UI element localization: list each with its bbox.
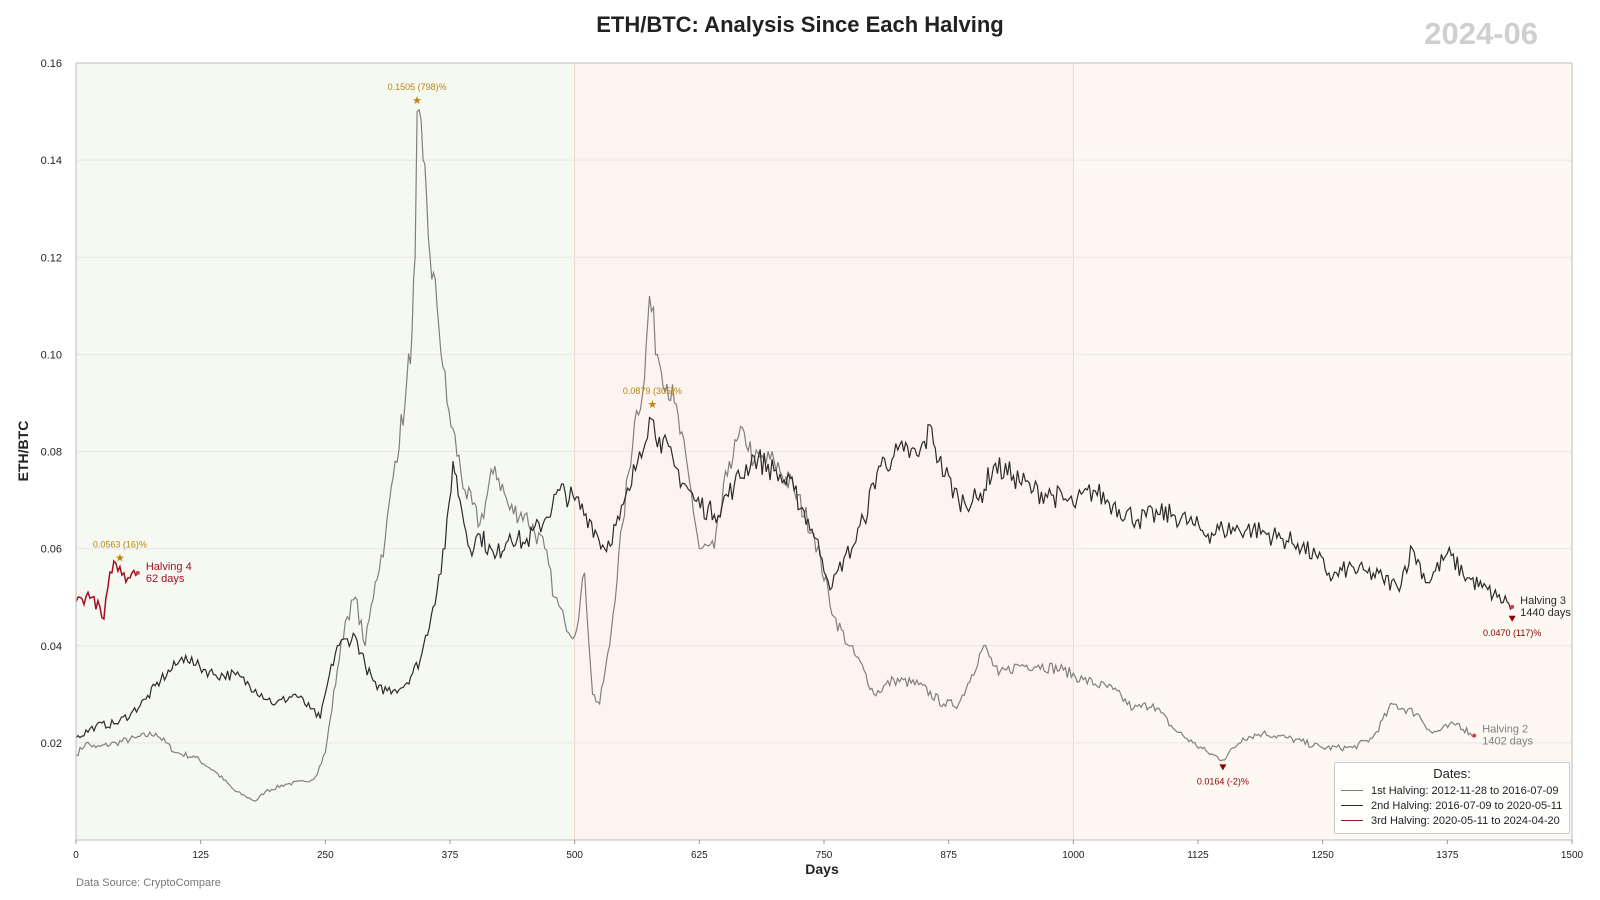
legend: Dates: 1st Halving: 2012-11-28 to 2016-0… (1334, 762, 1570, 834)
series-end-dot-halving4 (135, 570, 140, 575)
legend-title: Dates: (1433, 766, 1471, 781)
y-axis-label: ETH/BTC (15, 421, 31, 482)
annotations: ★ 0.1505 (798)% ★ 0.0879 (305)% ★ 0.0563 (16)… (93, 82, 1541, 786)
x-tick-label: 1125 (1187, 850, 1209, 861)
y-tick-label: 0.06 (41, 544, 62, 556)
data-source-note: Data Source: CryptoCompare (76, 877, 221, 889)
y-tick-label: 0.16 (41, 58, 62, 70)
peak-label: 0.1505 (798)% (388, 82, 447, 92)
watermark-date: 2024-06 (1424, 16, 1538, 51)
y-tick-label: 0.14 (41, 155, 62, 167)
axes: 0 125 250 375 500 625 750 875 1000 1125 1250 1375 15… (41, 58, 1584, 861)
x-tick-label: 625 (691, 850, 708, 861)
y-tick-label: 0.10 (41, 349, 62, 361)
x-axis-label: Days (805, 861, 839, 877)
low-label: 0.0164 (-2)% (1197, 776, 1249, 786)
legend-label: 2nd Halving: 2016-07-09 to 2020-05-11 (1371, 799, 1563, 812)
legend-item: 2nd Halving: 2016-07-09 to 2020-05-11 (1335, 798, 1569, 813)
x-tick-label: 750 (816, 850, 833, 861)
series-end-dot-halving3 (1510, 604, 1515, 609)
y-tick-label: 0.08 (41, 447, 62, 459)
series-lines: Halving 2 1402 days Halving 3 1440 days Halv… (75, 108, 1571, 802)
peak-label: 0.0879 (305)% (623, 386, 682, 396)
x-tick-label: 500 (566, 850, 583, 861)
x-tick-label: 1500 (1561, 850, 1584, 861)
x-tick-label: 250 (317, 850, 334, 861)
series-line-halving3 (75, 416, 1513, 739)
low-marker (1508, 615, 1516, 622)
x-tick-label: 375 (442, 850, 459, 861)
x-tick-label: 0 (73, 850, 79, 861)
x-tick-label: 125 (192, 850, 209, 861)
legend-swatch-halving4 (1341, 820, 1363, 821)
y-tick-label: 0.12 (41, 252, 62, 264)
legend-item: 3rd Halving: 2020-05-11 to 2024-04-20 (1335, 813, 1569, 828)
legend-item: 1st Halving: 2012-11-28 to 2016-07-09 (1335, 783, 1569, 798)
peak-label: 0.0563 (16)% (93, 540, 147, 550)
x-tick-label: 1000 (1062, 850, 1085, 861)
peak-marker: ★ (115, 553, 125, 565)
peak-marker: ★ (648, 399, 658, 411)
peak-marker: ★ (412, 95, 422, 107)
y-tick-label: 0.02 (41, 738, 62, 750)
series-line-halving2 (75, 108, 1475, 802)
series-end-label-halving4: Halving 4 62 days (146, 561, 192, 585)
legend-swatch-halving3 (1341, 805, 1363, 806)
chart-title: ETH/BTC: Analysis Since Each Halving (596, 12, 1004, 37)
legend-swatch-halving2 (1341, 790, 1363, 791)
y-tick-label: 0.04 (41, 641, 62, 653)
series-line-halving4 (75, 559, 139, 621)
x-tick-label: 875 (940, 850, 957, 861)
legend-label: 3rd Halving: 2020-05-11 to 2024-04-20 (1371, 814, 1560, 827)
series-end-dot-halving2 (1472, 733, 1477, 738)
series-end-label-halving2: Halving 2 1402 days (1482, 724, 1533, 748)
series-end-label-halving3: Halving 3 1440 days (1520, 595, 1571, 619)
low-label: 0.0470 (117)% (1483, 628, 1541, 638)
x-tick-label: 1375 (1436, 850, 1459, 861)
legend-label: 1st Halving: 2012-11-28 to 2016-07-09 (1371, 784, 1559, 797)
x-tick-label: 1250 (1312, 850, 1335, 861)
low-marker (1219, 764, 1227, 771)
